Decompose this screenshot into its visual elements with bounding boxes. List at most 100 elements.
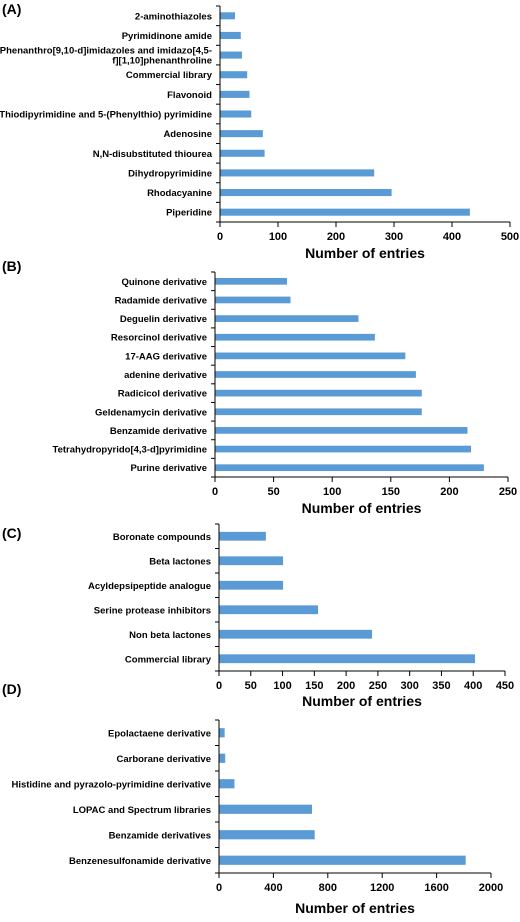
- x-tick-label: 100: [269, 231, 287, 243]
- category-label: Piperidine: [166, 208, 212, 219]
- category-label: Resorcinol derivative: [111, 333, 207, 344]
- bar: [220, 90, 250, 98]
- category-label: adenine derivative: [124, 370, 207, 381]
- x-tick-label: 1600: [424, 882, 448, 894]
- x-tick-label: 0: [212, 486, 218, 498]
- x-tick-label: 250: [369, 680, 387, 692]
- bar: [220, 208, 470, 216]
- category-label: Deguelin derivative: [120, 314, 207, 325]
- bar: [219, 830, 315, 840]
- category-label: Thiodipyrimidine and 5-(Phenylthio) pyri…: [0, 110, 212, 121]
- x-tick-label: 500: [501, 231, 519, 243]
- x-tick-label: 100: [323, 486, 341, 498]
- category-label: Boronate compounds: [113, 532, 211, 543]
- x-tick-label: 50: [267, 486, 279, 498]
- x-tick-label: 50: [245, 680, 257, 692]
- bar: [219, 804, 312, 814]
- bar: [215, 445, 471, 453]
- bar: [220, 149, 265, 157]
- bar: [215, 371, 416, 378]
- category-label: Dihydropyrimidine: [128, 168, 212, 179]
- category-label: N,N-disubstituted thiourea: [93, 149, 213, 160]
- bar: [220, 130, 263, 138]
- category-label: Geldenamycin derivative: [95, 407, 207, 418]
- bar: [219, 753, 226, 763]
- x-tick-label: 300: [400, 680, 418, 692]
- bar: [219, 556, 284, 566]
- bar: [220, 51, 242, 59]
- category-label: Flavonoid: [167, 90, 212, 101]
- x-tick-label: 400: [443, 231, 461, 243]
- category-label: Acyldepsipeptide analogue: [88, 581, 211, 592]
- x-tick-label: 400: [264, 882, 282, 894]
- chart-panel-2: (B) Quinone derivative Radamide derivative…: [2, 258, 517, 516]
- panel-label: (B): [2, 258, 21, 274]
- bar: [220, 169, 375, 177]
- panel-label: (D): [2, 681, 21, 697]
- bar: [215, 464, 484, 472]
- category-label: Tetrahydropyrido[4,3-d]pyrimidine: [53, 445, 207, 456]
- bar: [215, 352, 406, 360]
- bar: [219, 728, 225, 738]
- x-tick-label: 200: [337, 680, 355, 692]
- category-label: 17-AAG derivative: [125, 351, 207, 362]
- x-axis-title: Number of entries: [302, 693, 422, 709]
- category-label: Commercial library: [125, 654, 212, 665]
- category-label: Pyrimidinone amide: [122, 31, 212, 42]
- bar: [220, 31, 241, 39]
- category-label: Serine protease inhibitors: [94, 605, 211, 616]
- bar: [220, 189, 392, 197]
- category-label: LOPAC and Spectrum libraries: [73, 805, 211, 816]
- panel-label: (A): [2, 1, 21, 17]
- category-label: Purine derivative: [130, 463, 207, 474]
- bar: [219, 605, 319, 615]
- x-tick-label: 300: [385, 231, 403, 243]
- category-label: Commercial library: [126, 70, 213, 81]
- category-label: Radamide derivative: [115, 295, 207, 306]
- category-label: Adenosine: [163, 129, 212, 140]
- bar: [219, 779, 235, 789]
- category-label: 2-aminothiazoles: [135, 11, 212, 22]
- bar: [215, 427, 468, 434]
- category-label: Carborane derivative: [116, 754, 211, 765]
- category-label: Radicicol derivative: [118, 389, 207, 400]
- bar: [219, 580, 284, 590]
- category-label: Quinone derivative: [121, 277, 207, 288]
- x-tick-label: 150: [305, 680, 323, 692]
- x-tick-label: 0: [216, 882, 222, 894]
- bar: [215, 389, 422, 397]
- category-label: Non beta lactones: [129, 630, 211, 641]
- category-label: Beta lactones: [149, 556, 211, 567]
- chart-panel-4: (D) Epolactaene derivative Carborane deriv…: [2, 681, 503, 916]
- bar: [215, 296, 291, 304]
- bar: [219, 855, 466, 865]
- category-label: f][1,10]phenanthroline: [112, 56, 212, 67]
- bar: [219, 654, 475, 664]
- bar: [215, 277, 287, 285]
- chart-panel-3: (C) Boronate compounds Beta lactones Acylde…: [2, 523, 514, 709]
- bar: [215, 315, 359, 322]
- category-label: Phenanthro[9,10-d]imidazoles and imidazo…: [0, 46, 212, 57]
- x-tick-label: 1200: [370, 882, 394, 894]
- x-tick-label: 250: [499, 486, 517, 498]
- bar: [215, 408, 422, 416]
- x-tick-label: 350: [432, 680, 450, 692]
- category-label: Benzenesulfonamide derivative: [69, 856, 211, 867]
- x-tick-label: 2000: [479, 882, 503, 894]
- category-label: Histidine and pyrazolo-pyrimidine deriva…: [11, 779, 211, 790]
- x-axis-title: Number of entries: [305, 245, 425, 261]
- x-tick-label: 400: [464, 680, 482, 692]
- category-label: Epolactaene derivative: [108, 728, 211, 739]
- bar: [219, 629, 373, 639]
- x-tick-label: 200: [440, 486, 458, 498]
- x-tick-label: 800: [319, 882, 337, 894]
- x-tick-label: 0: [216, 680, 222, 692]
- x-tick-label: 0: [217, 231, 223, 243]
- x-tick-label: 100: [273, 680, 291, 692]
- category-label: Rhodacyanine: [147, 188, 212, 199]
- panel-label: (C): [2, 525, 21, 541]
- bar: [215, 333, 375, 341]
- bar: [220, 110, 252, 118]
- category-label: Benzamide derivatives: [109, 830, 211, 841]
